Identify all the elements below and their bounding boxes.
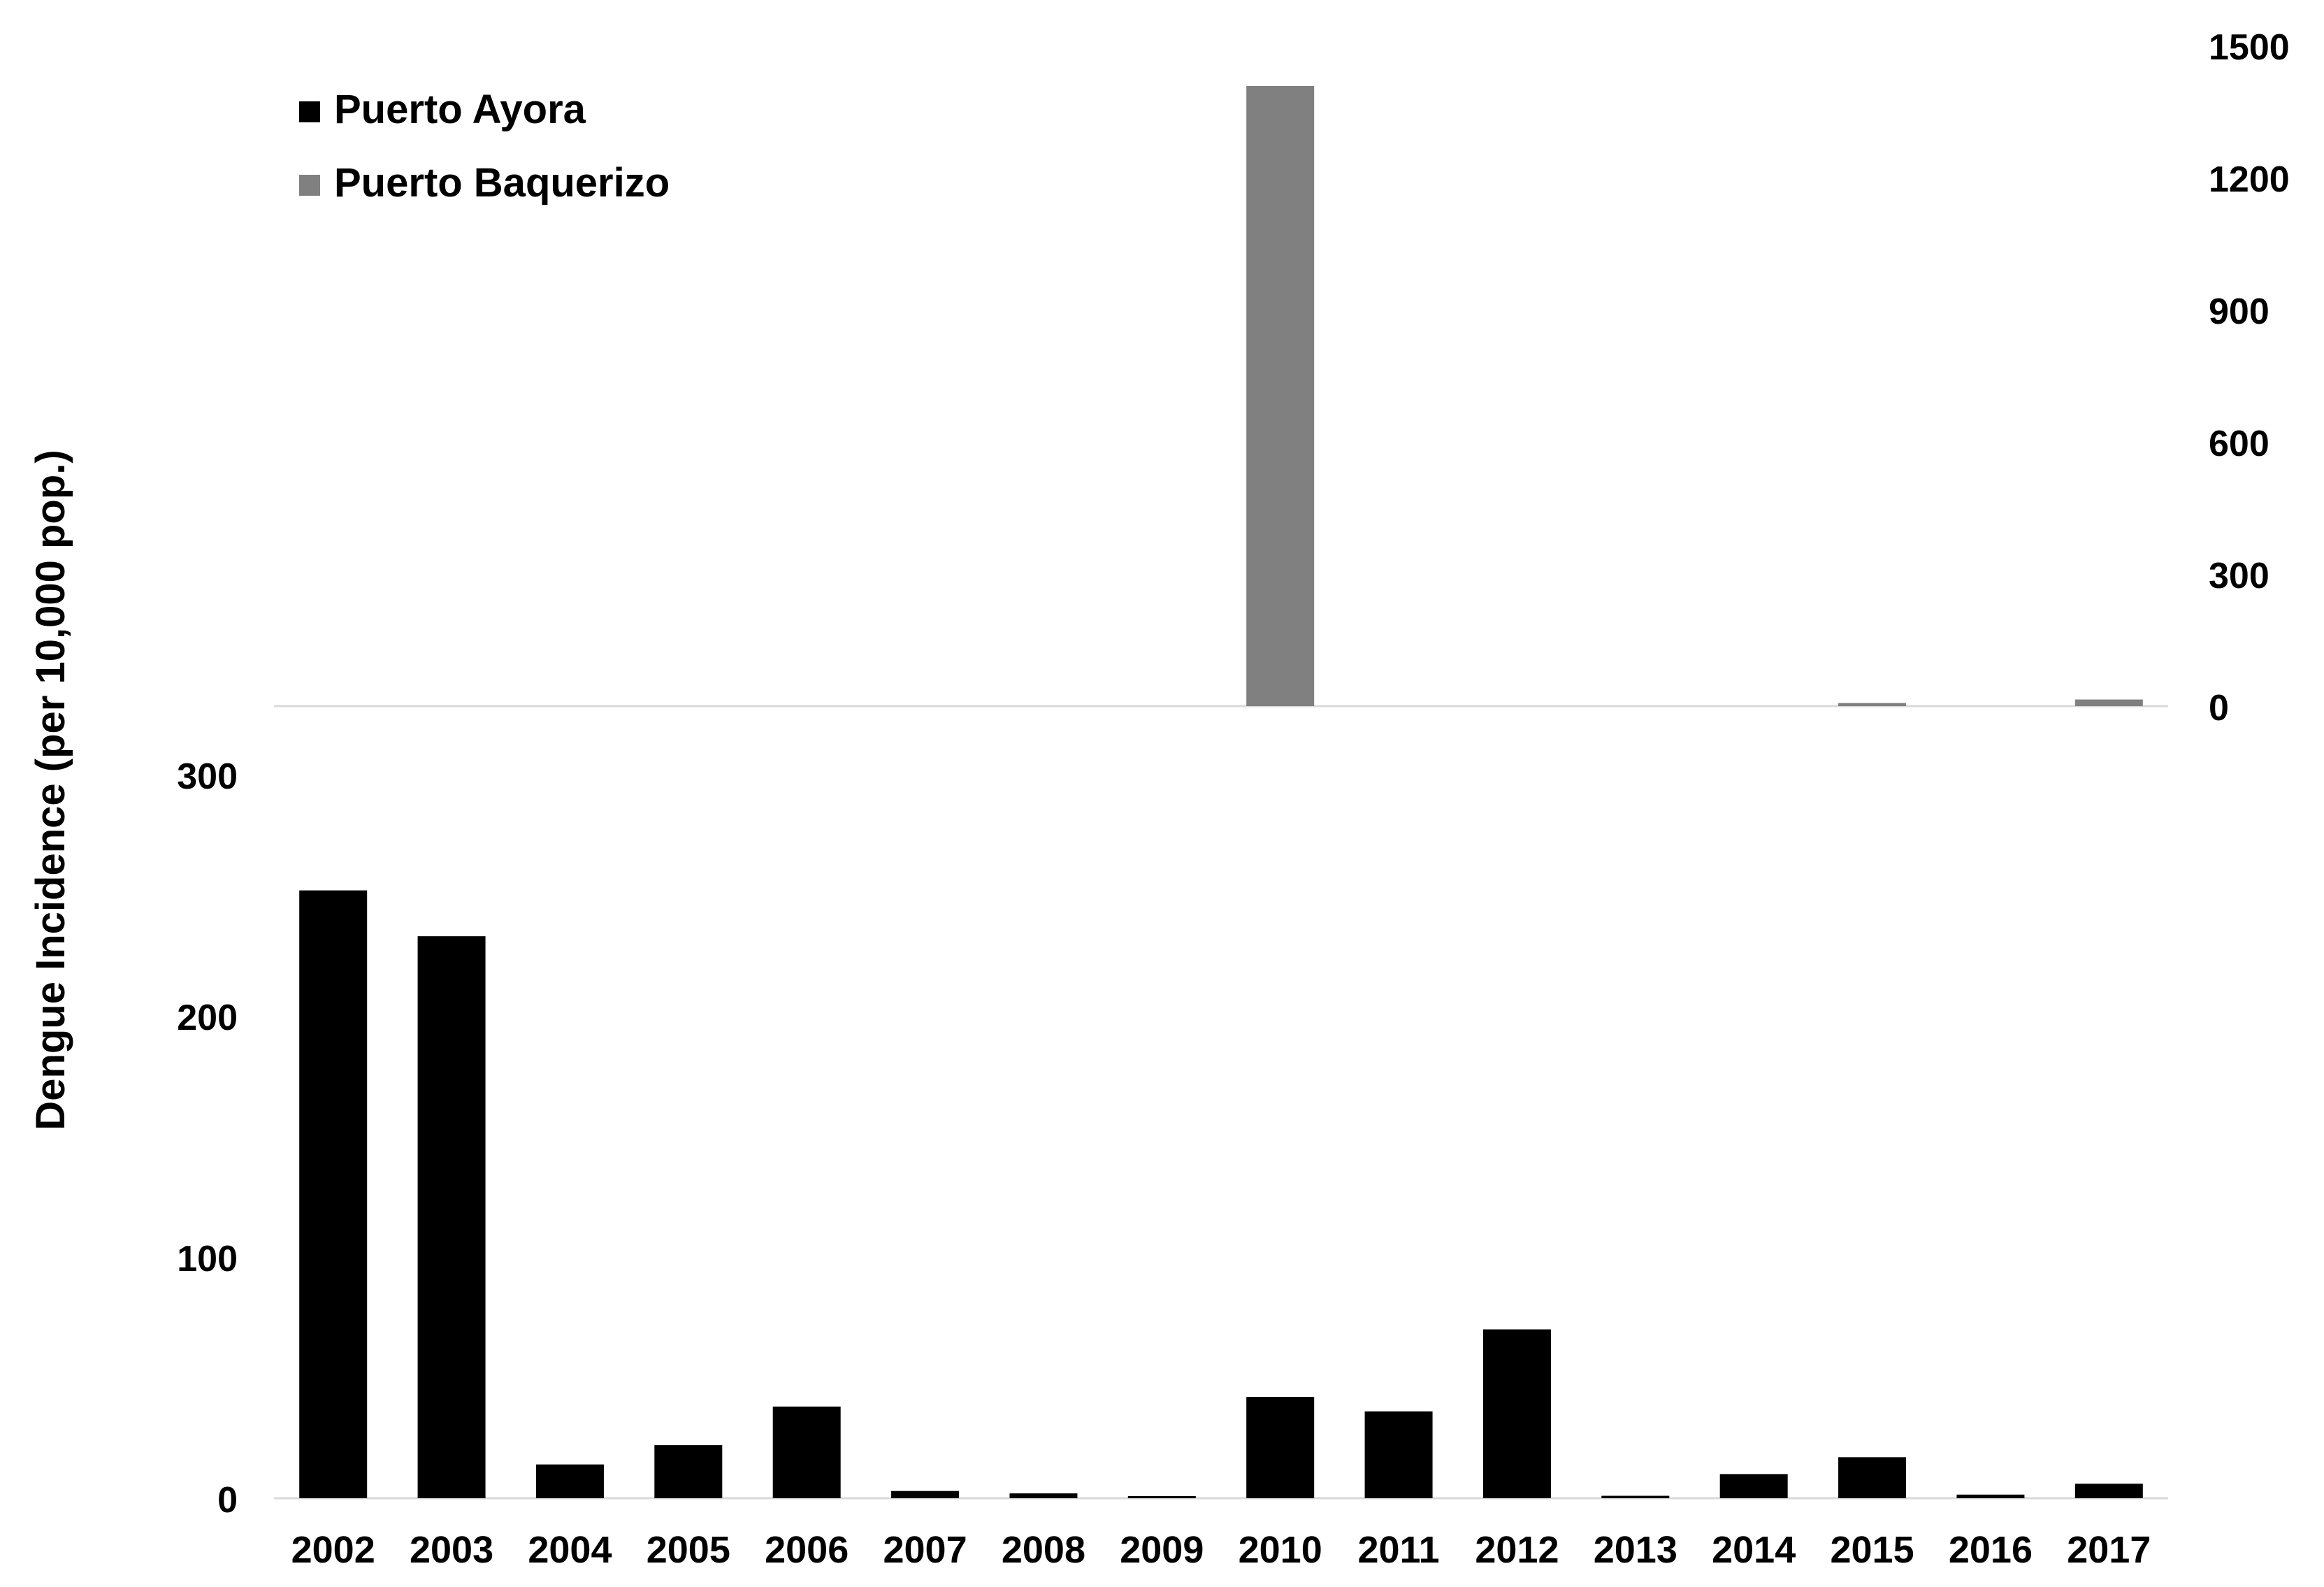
x-tick-label-2004: 2004 bbox=[528, 1529, 612, 1571]
legend: Puerto Ayora Puerto Baquerizo bbox=[299, 87, 670, 206]
y-axis-title: Dengue Incidence (per 10,000 pop.) bbox=[28, 450, 73, 1130]
bar-puerto-ayora-2006 bbox=[773, 1407, 841, 1498]
bottom-y-tick-label: 100 bbox=[177, 1239, 238, 1279]
x-axis-tick-labels: 2002 2003 2004 2005 2006 2007 2008 2009 2010 2011… bbox=[291, 1529, 2151, 1571]
top-y-tick-label: 1500 bbox=[2209, 27, 2290, 68]
bar-puerto-ayora-2007 bbox=[891, 1491, 959, 1498]
x-tick-label-2015: 2015 bbox=[1830, 1529, 1914, 1571]
legend-label-puerto-baquerizo: Puerto Baquerizo bbox=[334, 160, 670, 206]
bottom-y-tick-label: 0 bbox=[217, 1480, 238, 1521]
x-tick-label-2007: 2007 bbox=[883, 1529, 967, 1571]
x-tick-label-2008: 2008 bbox=[1002, 1529, 1085, 1571]
bar-puerto-ayora-2009 bbox=[1128, 1496, 1196, 1498]
bar-puerto-baquerizo-2015 bbox=[1838, 703, 1906, 706]
bottom-panel-bars bbox=[299, 891, 2143, 1498]
bar-puerto-ayora-2015 bbox=[1838, 1457, 1906, 1498]
legend-swatch-puerto-baquerizo bbox=[299, 175, 320, 196]
bar-puerto-ayora-2014 bbox=[1720, 1474, 1788, 1499]
x-tick-label-2012: 2012 bbox=[1475, 1529, 1559, 1571]
bar-puerto-ayora-2005 bbox=[654, 1445, 722, 1498]
x-tick-label-2013: 2013 bbox=[1594, 1529, 1677, 1571]
x-tick-label-2002: 2002 bbox=[291, 1529, 375, 1571]
x-tick-label-2011: 2011 bbox=[1357, 1529, 1439, 1571]
x-tick-label-2003: 2003 bbox=[410, 1529, 493, 1571]
top-y-tick-label: 0 bbox=[2209, 688, 2229, 728]
x-tick-label-2005: 2005 bbox=[647, 1529, 730, 1571]
bar-puerto-ayora-2003 bbox=[418, 936, 486, 1498]
top-y-tick-label: 1200 bbox=[2209, 159, 2290, 200]
bar-puerto-ayora-2010 bbox=[1246, 1397, 1314, 1498]
bar-puerto-ayora-2013 bbox=[1601, 1496, 1669, 1498]
bar-puerto-ayora-2011 bbox=[1365, 1412, 1433, 1498]
bar-puerto-ayora-2002 bbox=[299, 891, 367, 1498]
bar-puerto-ayora-2012 bbox=[1483, 1330, 1551, 1499]
legend-swatch-puerto-ayora bbox=[299, 101, 320, 122]
top-y-tick-label: 900 bbox=[2209, 292, 2269, 332]
top-panel-bars bbox=[1246, 86, 2143, 706]
bar-puerto-ayora-2004 bbox=[536, 1465, 604, 1498]
x-tick-label-2009: 2009 bbox=[1120, 1529, 1204, 1571]
legend-label-puerto-ayora: Puerto Ayora bbox=[334, 87, 586, 132]
top-y-tick-label: 300 bbox=[2209, 556, 2269, 596]
bar-puerto-baquerizo-2017 bbox=[2075, 700, 2143, 706]
bar-puerto-ayora-2017 bbox=[2075, 1484, 2143, 1498]
bar-puerto-baquerizo-2010 bbox=[1246, 86, 1314, 706]
x-tick-label-2014: 2014 bbox=[1712, 1529, 1796, 1571]
x-tick-label-2006: 2006 bbox=[765, 1529, 849, 1571]
x-tick-label-2016: 2016 bbox=[1949, 1529, 2033, 1571]
x-tick-label-2010: 2010 bbox=[1239, 1529, 1322, 1571]
bottom-y-tick-label: 300 bbox=[177, 756, 238, 797]
bar-puerto-ayora-2008 bbox=[1009, 1493, 1077, 1498]
x-tick-label-2017: 2017 bbox=[2067, 1529, 2151, 1571]
bottom-y-tick-label: 200 bbox=[177, 998, 238, 1038]
top-y-tick-label: 600 bbox=[2209, 424, 2269, 464]
bar-puerto-ayora-2016 bbox=[1956, 1495, 2024, 1498]
